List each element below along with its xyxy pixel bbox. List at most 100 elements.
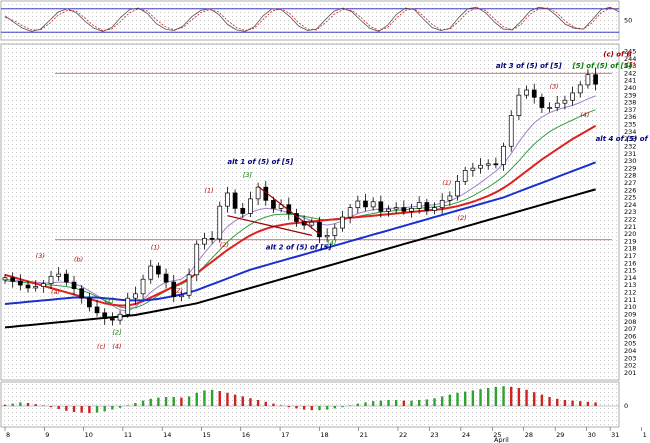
x-tick-label: 31 [611, 431, 619, 439]
candle-body [585, 74, 591, 86]
histogram-bar [65, 406, 68, 411]
price-tick-label: 234 [624, 128, 636, 136]
x-tick-label: 23 [430, 431, 438, 439]
candle-body [340, 216, 345, 229]
price-tick-label: 214 [624, 274, 636, 282]
histogram-bar [586, 401, 590, 406]
x-tick-label: 11 [124, 431, 132, 439]
wave-annotation: (5) [626, 61, 635, 69]
candle-body [232, 192, 238, 209]
price-tick-label: 206 [624, 332, 636, 340]
candle-body [133, 293, 138, 299]
candle-body [347, 207, 353, 218]
candle-body [332, 227, 338, 236]
price-tick-label: 228 [624, 172, 636, 180]
histogram-bar [579, 401, 582, 406]
price-tick-label: 225 [624, 194, 636, 202]
histogram-bar [203, 390, 206, 406]
wave-annotation: alt 4 of (5) of [5] [596, 135, 650, 143]
histogram-bar [187, 396, 191, 406]
candle-body [94, 306, 100, 314]
candle-body [432, 207, 437, 211]
histogram-bar [3, 404, 7, 406]
candle-body [462, 170, 468, 182]
histogram-bar [80, 406, 83, 413]
candle-body [547, 107, 552, 109]
candle-body [56, 273, 62, 277]
histogram-bar [387, 400, 390, 406]
histogram-bar [356, 403, 360, 406]
wave-annotation: (a) [51, 288, 60, 296]
candle-body [17, 281, 23, 286]
osc-panel-frame [0, 0, 620, 41]
histogram-bar [26, 403, 30, 406]
x-tick-label: 28 [525, 431, 533, 439]
candle-body [202, 237, 207, 245]
price-tick-label: 223 [624, 208, 636, 216]
histogram-bar [364, 402, 367, 406]
histogram-bar [563, 400, 567, 406]
wave-annotation: [3] [243, 171, 253, 179]
candle-body [539, 96, 545, 108]
price-tick-label: 243 [624, 62, 636, 70]
price-tick-label: 202 [624, 362, 636, 370]
x-tick-label: 17 [281, 431, 289, 439]
candle-body [163, 273, 169, 283]
x-tick-label: 15 [202, 431, 210, 439]
wave-annotation: (1) [442, 179, 451, 187]
oscillator-line [4, 7, 620, 32]
sma-red-line [4, 124, 597, 307]
histogram-bar [479, 389, 482, 406]
wave-annotation: (2) [220, 241, 229, 249]
wave-annotation: alt 1 of (5) of [5] [227, 158, 294, 166]
price-tick-label: 208 [624, 318, 636, 326]
wave-annotation: alt 2 of (5) of [5] [266, 243, 333, 251]
price-tick-label: 240 [624, 84, 636, 92]
candle-body [110, 318, 115, 321]
candle-body [309, 221, 315, 226]
price-tick-label: 203 [624, 354, 636, 362]
candle-body [393, 207, 399, 210]
x-tick-label: 8 [6, 431, 10, 439]
wave-annotation: (2) [174, 286, 183, 294]
histogram-bar [287, 406, 290, 408]
histogram-bar [310, 406, 313, 411]
hist-panel-frame [0, 381, 620, 428]
candle-body [324, 235, 330, 238]
histogram-bar [111, 406, 114, 410]
histogram-tick-label: 0 [624, 402, 628, 410]
histogram-bar [302, 406, 306, 410]
candle-body [531, 89, 537, 98]
candle-body [209, 237, 215, 240]
candle-body [140, 278, 146, 295]
histogram-bar [95, 406, 99, 413]
histogram-bar [348, 405, 352, 406]
histogram-bar [402, 400, 406, 406]
histogram-bar [440, 396, 444, 406]
histogram-bar [333, 406, 337, 409]
price-tick-label: 211 [624, 296, 636, 304]
wave-annotation: [2] [112, 329, 122, 337]
x-tick-label: 9 [45, 431, 49, 439]
price-tick-label: 245 [624, 48, 636, 56]
histogram-bar [72, 406, 76, 412]
histogram-bar [494, 386, 498, 406]
candle-body [194, 243, 200, 276]
candle-body [447, 195, 453, 201]
histogram-bar [471, 390, 475, 406]
candle-body [577, 84, 583, 94]
candle-body [71, 281, 77, 290]
candle-body [217, 205, 223, 240]
x-month-label: April [494, 436, 509, 443]
histogram-bar [448, 394, 452, 406]
candle-body [225, 192, 230, 207]
x-tick-label: 22 [399, 431, 407, 439]
candle-body [117, 313, 123, 321]
histogram-bar [264, 401, 267, 406]
histogram-bar [272, 403, 275, 406]
candle-body [554, 102, 560, 108]
candle-body [493, 163, 499, 166]
wave-annotation: [5] of (5) of [5] [572, 62, 633, 70]
x-tick-label: 21 [360, 431, 368, 439]
